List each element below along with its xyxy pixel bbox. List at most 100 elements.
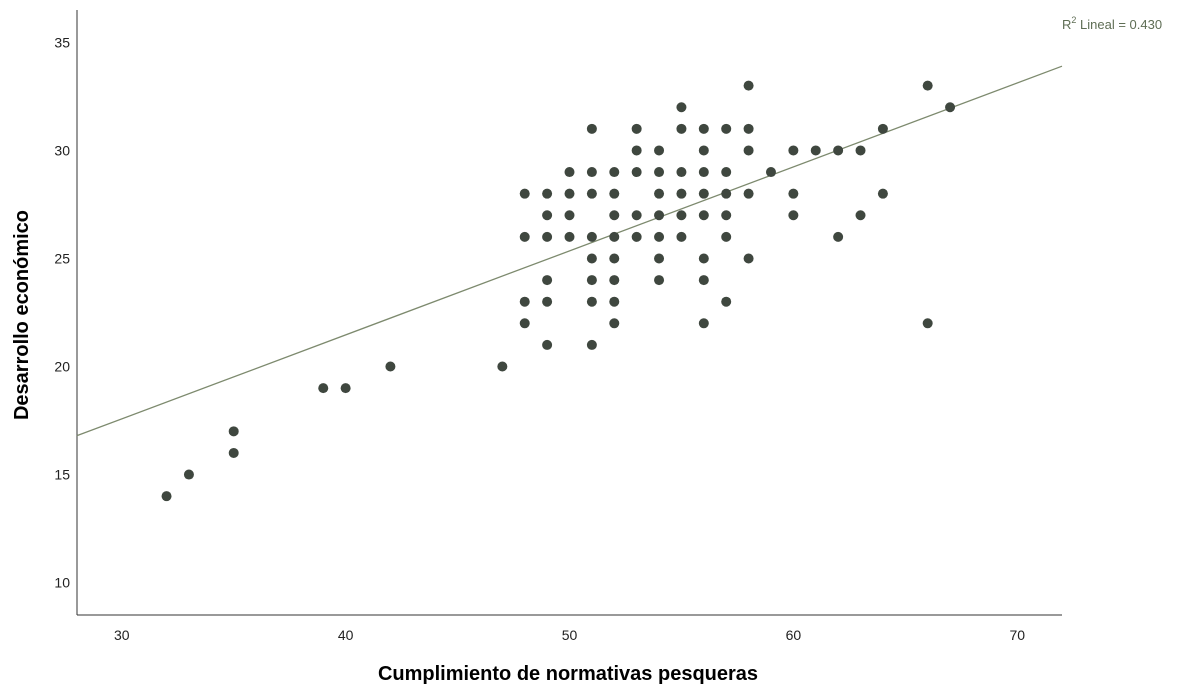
data-point (877, 123, 888, 134)
data-point (228, 426, 239, 437)
data-point (654, 188, 665, 199)
data-point (698, 145, 709, 156)
data-point (698, 318, 709, 329)
x-tick-label: 30 (114, 627, 130, 643)
data-point (631, 231, 642, 242)
data-point (654, 210, 665, 221)
data-point (183, 469, 194, 480)
data-point (631, 167, 642, 178)
data-point (676, 102, 687, 113)
data-point (743, 145, 754, 156)
data-point (564, 210, 575, 221)
data-point (743, 253, 754, 264)
data-point (564, 167, 575, 178)
data-point (631, 145, 642, 156)
data-point (721, 188, 732, 199)
data-point (698, 253, 709, 264)
data-point (676, 123, 687, 134)
r2-label-prefix: R (1062, 17, 1071, 32)
data-point (698, 123, 709, 134)
data-point (833, 231, 844, 242)
y-tick-label: 20 (54, 359, 70, 375)
x-ticks: 30 40 50 60 70 (114, 627, 1025, 643)
data-point (698, 275, 709, 286)
data-point (855, 145, 866, 156)
data-point (586, 339, 597, 350)
data-point (228, 447, 239, 458)
data-point (855, 210, 866, 221)
data-point (609, 167, 620, 178)
data-point (609, 253, 620, 264)
data-point (945, 102, 956, 113)
data-point (810, 145, 821, 156)
data-point (676, 231, 687, 242)
data-point (519, 296, 530, 307)
data-point (609, 275, 620, 286)
data-point (542, 296, 553, 307)
data-point (609, 231, 620, 242)
data-point (586, 275, 597, 286)
data-point (586, 167, 597, 178)
r2-label: R2 Lineal = 0.430 (1062, 15, 1162, 32)
y-tick-label: 35 (54, 34, 70, 50)
data-point (609, 296, 620, 307)
data-point (676, 167, 687, 178)
data-point (788, 210, 799, 221)
fit-line (76, 65, 1063, 437)
data-point (542, 231, 553, 242)
data-point (654, 253, 665, 264)
y-tick-label: 15 (54, 467, 70, 483)
data-point (676, 210, 687, 221)
data-point (542, 339, 553, 350)
data-point (609, 318, 620, 329)
data-point (340, 383, 351, 394)
data-point (586, 231, 597, 242)
data-point (922, 80, 933, 91)
data-point (743, 80, 754, 91)
data-point (788, 145, 799, 156)
r2-label-suffix: Lineal = 0.430 (1076, 17, 1162, 32)
data-point (698, 188, 709, 199)
data-point (631, 210, 642, 221)
data-point (654, 231, 665, 242)
data-point (721, 296, 732, 307)
data-point (877, 188, 888, 199)
data-point (676, 188, 687, 199)
data-point (542, 210, 553, 221)
data-point (385, 361, 396, 372)
data-point (519, 318, 530, 329)
data-point (721, 123, 732, 134)
y-axis-title: Desarrollo económico (11, 210, 33, 420)
data-point (654, 167, 665, 178)
data-point (721, 231, 732, 242)
r2-label-sup: 2 (1071, 15, 1076, 25)
data-point (698, 210, 709, 221)
data-point (161, 491, 172, 502)
data-point (922, 318, 933, 329)
data-point (833, 145, 844, 156)
data-point (721, 210, 732, 221)
x-tick-label: 70 (1009, 627, 1025, 643)
data-point (765, 167, 776, 178)
x-tick-label: 60 (786, 627, 802, 643)
data-point (318, 383, 329, 394)
data-point (497, 361, 508, 372)
data-point (586, 296, 597, 307)
x-axis-title: Cumplimiento de normativas pesqueras (378, 663, 758, 685)
data-point (586, 253, 597, 264)
data-point (698, 167, 709, 178)
y-tick-label: 30 (54, 142, 70, 158)
data-point (609, 188, 620, 199)
data-point (586, 123, 597, 134)
data-point (609, 210, 620, 221)
y-tick-label: 10 (54, 575, 70, 591)
x-tick-label: 50 (562, 627, 578, 643)
data-points (161, 80, 956, 502)
fit-line-group (76, 65, 1063, 437)
y-tick-label: 25 (54, 250, 70, 266)
data-point (631, 123, 642, 134)
data-point (564, 188, 575, 199)
data-point (542, 275, 553, 286)
data-point (564, 231, 575, 242)
